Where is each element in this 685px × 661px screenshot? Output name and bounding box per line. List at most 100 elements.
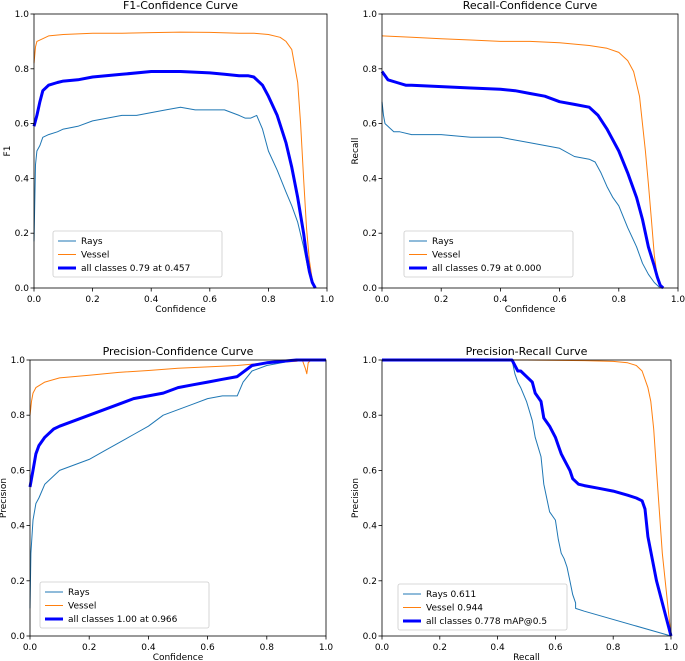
y-tick-label: 0.0 xyxy=(11,632,26,642)
x-tick-label: 0.0 xyxy=(375,643,390,653)
legend-box xyxy=(397,583,568,631)
legend-box xyxy=(39,581,210,629)
chart-panel-2: 0.0 0.2 0.4 0.6 0.8 1.0 0.0 0.2 0.4 0.6 0.8 1.0 Reca… xyxy=(351,0,685,315)
chart-title: F1-Confidence Curve xyxy=(123,0,238,12)
x-tick-label: 0.8 xyxy=(261,295,276,305)
x-axis-label: Confidence xyxy=(155,305,206,315)
series-line-vessel xyxy=(382,359,672,637)
series-line-vessel xyxy=(29,359,315,416)
x-tick-label: 0.2 xyxy=(82,643,96,653)
y-tick-label: 0.2 xyxy=(363,229,377,239)
y-tick-label: 0.4 xyxy=(15,174,30,184)
chart-panel-1: 0.0 0.2 0.4 0.6 0.8 1.0 0.0 0.2 0.4 0.6 0.8 1.0 F1-C… xyxy=(3,0,334,315)
y-tick-label: 0.0 xyxy=(363,284,378,294)
y-tick-label: 0.6 xyxy=(11,466,26,476)
series-line-rays xyxy=(29,359,326,609)
y-tick-label: 0.0 xyxy=(15,284,30,294)
axes-frame xyxy=(381,13,679,289)
legend-label-vessel: Vessel xyxy=(432,251,460,261)
x-tick-label: 0.2 xyxy=(85,295,99,305)
y-tick-label: 0.0 xyxy=(363,632,378,642)
y-axis-label: F1 xyxy=(3,146,13,157)
y-tick-label: 0.2 xyxy=(15,229,29,239)
x-tick-label: 0.6 xyxy=(552,295,567,305)
y-tick-label: 0.4 xyxy=(363,174,378,184)
y-tick-label: 0.6 xyxy=(363,466,378,476)
legend-label-rays: Rays 0.611 xyxy=(426,590,476,600)
y-tick-label: 1.0 xyxy=(11,356,26,366)
y-tick-label: 0.8 xyxy=(11,411,26,421)
series-line-all-classes xyxy=(28,358,326,488)
y-tick-label: 0.2 xyxy=(11,577,25,587)
chart-title: Precision-Confidence Curve xyxy=(103,345,254,358)
x-tick-label: 0.8 xyxy=(260,643,275,653)
x-tick-label: 0.8 xyxy=(606,643,621,653)
legend: Rays 0.611 Vessel 0.944 all classes 0.778 … xyxy=(397,583,568,631)
x-tick-label: 0.6 xyxy=(203,295,218,305)
series-line-rays xyxy=(33,106,316,289)
legend-label-all-classes: all classes 1.00 at 0.966 xyxy=(68,615,178,625)
y-tick-label: 0.6 xyxy=(15,120,30,130)
x-axis-label: Recall xyxy=(513,653,540,661)
legend-label-rays: Rays xyxy=(68,588,90,598)
chart-panel-4: 0.0 0.2 0.4 0.6 0.8 1.0 0.0 0.2 0.4 0.6 0.8 1.0 Prec… xyxy=(351,345,678,661)
axes-frame xyxy=(381,359,672,637)
x-tick-label: 1.0 xyxy=(320,295,335,305)
x-tick-label: 1.0 xyxy=(664,643,679,653)
x-tick-label: 0.4 xyxy=(493,295,508,305)
y-tick-label: 1.0 xyxy=(363,10,378,20)
x-tick-label: 1.0 xyxy=(671,295,685,305)
x-tick-label: 0.8 xyxy=(612,295,627,305)
x-axis-label: Confidence xyxy=(153,653,204,661)
legend-box xyxy=(403,230,574,278)
series-line-vessel xyxy=(33,31,316,289)
chart-panel-3: 0.0 0.2 0.4 0.6 0.8 1.0 0.0 0.2 0.4 0.6 0.8 1.0 Prec… xyxy=(0,345,333,661)
x-axis-label: Confidence xyxy=(505,305,556,315)
y-axis-label: Precision xyxy=(0,478,9,518)
series-line-all-classes xyxy=(382,358,673,637)
y-axis-label: Recall xyxy=(351,138,361,165)
x-tick-label: 0.4 xyxy=(490,643,505,653)
x-tick-label: 0.4 xyxy=(144,295,159,305)
series-line-all-classes xyxy=(32,70,317,289)
legend: Rays Vessel all classes 0.79 at 0.000 xyxy=(403,230,574,278)
y-tick-label: 0.8 xyxy=(363,411,378,421)
legend: Rays Vessel all classes 0.79 at 0.457 xyxy=(52,230,223,278)
legend-label-rays: Rays xyxy=(81,237,103,247)
legend-label-vessel: Vessel 0.944 xyxy=(426,604,483,614)
series-line-all-classes xyxy=(380,70,665,290)
x-tick-label: 0.2 xyxy=(434,295,448,305)
legend: Rays Vessel all classes 1.00 at 0.966 xyxy=(39,581,210,629)
legend-label-all-classes: all classes 0.79 at 0.000 xyxy=(432,264,542,274)
y-tick-label: 0.8 xyxy=(15,65,30,75)
y-tick-label: 1.0 xyxy=(363,356,378,366)
legend-label-vessel: Vessel xyxy=(68,602,96,612)
axes-frame xyxy=(29,359,327,637)
series-line-rays xyxy=(382,359,672,637)
x-tick-label: 0.2 xyxy=(433,643,447,653)
chart-title: Recall-Confidence Curve xyxy=(463,0,598,12)
x-tick-label: 0.0 xyxy=(27,295,42,305)
y-tick-label: 1.0 xyxy=(15,10,30,20)
x-tick-label: 0.0 xyxy=(375,295,390,305)
axes-frame xyxy=(33,13,328,289)
legend-label-all-classes: all classes 0.778 mAP@0.5 xyxy=(426,617,547,627)
x-tick-label: 0.0 xyxy=(23,643,38,653)
series-line-rays xyxy=(381,101,661,289)
y-tick-label: 0.8 xyxy=(363,65,378,75)
x-tick-label: 0.4 xyxy=(141,643,156,653)
legend-label-rays: Rays xyxy=(432,237,454,247)
y-tick-label: 0.4 xyxy=(11,522,26,532)
y-tick-label: 0.4 xyxy=(363,522,378,532)
y-tick-label: 0.2 xyxy=(363,577,377,587)
x-tick-label: 0.6 xyxy=(548,643,563,653)
legend-box xyxy=(52,230,223,278)
legend-label-all-classes: all classes 0.79 at 0.457 xyxy=(81,264,190,274)
y-axis-label: Precision xyxy=(351,478,361,518)
chart-title: Precision-Recall Curve xyxy=(466,345,588,358)
legend-label-vessel: Vessel xyxy=(81,251,109,261)
x-tick-label: 1.0 xyxy=(319,643,334,653)
y-tick-label: 0.6 xyxy=(363,120,378,130)
x-tick-label: 0.6 xyxy=(200,643,215,653)
